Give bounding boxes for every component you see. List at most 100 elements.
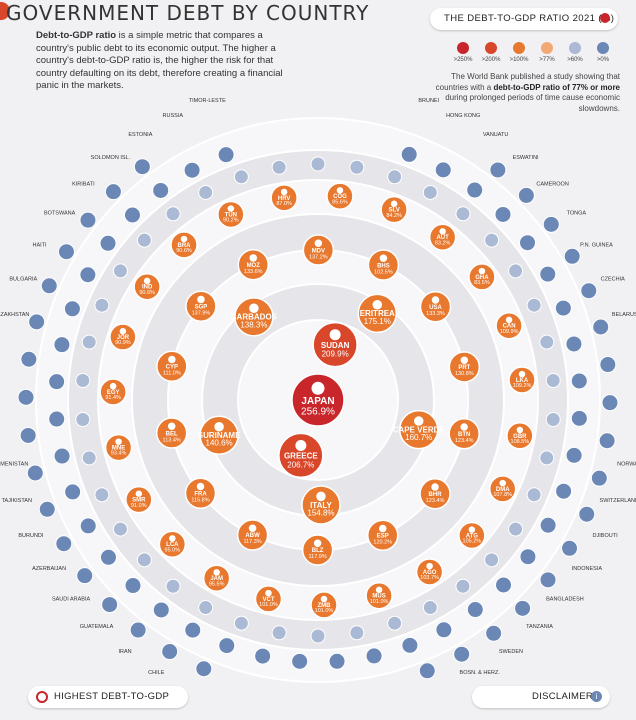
country-dot[interactable] [542,215,560,233]
country-dot[interactable] [466,601,484,619]
country-dot[interactable] [254,647,272,665]
country-dot[interactable] [563,247,581,265]
country-dot[interactable] [271,625,287,641]
country-dot[interactable] [17,388,35,406]
country-dot[interactable] [38,500,56,518]
highest-debt-button[interactable]: HIGHEST DEBT-TO-GDP [28,686,188,708]
country-dot[interactable] [94,297,110,313]
country-dot[interactable] [422,600,438,616]
country-dot[interactable] [233,169,249,185]
country-dot[interactable] [124,577,142,595]
country-dot[interactable] [508,263,524,279]
country-dot[interactable] [28,313,46,331]
country-dot[interactable] [570,409,588,427]
country-dot[interactable] [136,232,152,248]
country-dot[interactable] [561,539,579,557]
country-dot[interactable] [519,548,537,566]
country-dot[interactable] [565,446,583,464]
country-dot[interactable] [94,487,110,503]
country-dot[interactable] [514,599,532,617]
country-dot[interactable] [418,662,436,680]
country-dot[interactable] [198,600,214,616]
country-dot[interactable] [165,578,181,594]
country-dot[interactable] [580,282,598,300]
country-dot[interactable] [539,450,555,466]
country-dot[interactable] [554,299,572,317]
country-dot[interactable] [20,350,38,368]
country-dot[interactable] [435,621,453,639]
country-dot[interactable] [495,576,513,594]
country-dot[interactable] [99,548,117,566]
country-dot[interactable] [508,521,524,537]
country-dot[interactable] [422,184,438,200]
country-dot[interactable] [539,265,557,283]
country-dot[interactable] [112,521,128,537]
country-dot[interactable] [590,469,608,487]
country-dot[interactable] [453,645,471,663]
country-dot[interactable] [76,567,94,585]
country-dot[interactable] [484,552,500,568]
country-dot[interactable] [489,161,507,179]
country-dot[interactable] [152,601,170,619]
country-dot[interactable] [198,184,214,200]
country-dot[interactable] [218,637,236,655]
country-dot[interactable] [55,535,73,553]
country-dot[interactable] [349,159,365,175]
country-dot[interactable] [598,432,616,450]
country-dot[interactable] [184,621,202,639]
country-dot[interactable] [129,621,147,639]
country-dot[interactable] [48,410,66,428]
country-dot[interactable] [485,624,503,642]
country-dot[interactable] [400,145,418,163]
country-dot[interactable] [40,277,58,295]
country-dot[interactable] [79,517,97,535]
country-dot[interactable] [401,636,419,654]
country-dot[interactable] [53,336,71,354]
country-dot[interactable] [53,447,71,465]
country-dot[interactable] [539,334,555,350]
country-dot[interactable] [519,234,537,252]
country-dot[interactable] [484,232,500,248]
country-dot[interactable] [545,373,561,389]
country-dot[interactable] [455,578,471,594]
country-dot[interactable] [310,156,326,172]
country-dot[interactable] [434,161,452,179]
country-dot[interactable] [387,615,403,631]
country-dot[interactable] [99,234,117,252]
country-dot[interactable] [601,394,619,412]
country-dot[interactable] [545,411,561,427]
country-dot[interactable] [526,487,542,503]
country-dot[interactable] [136,552,152,568]
country-dot[interactable] [79,266,97,284]
country-dot[interactable] [123,206,141,224]
country-dot[interactable] [26,464,44,482]
country-dot[interactable] [539,516,557,534]
country-dot[interactable] [599,356,617,374]
country-dot[interactable] [526,297,542,313]
country-dot[interactable] [57,243,75,261]
country-dot[interactable] [539,571,557,589]
